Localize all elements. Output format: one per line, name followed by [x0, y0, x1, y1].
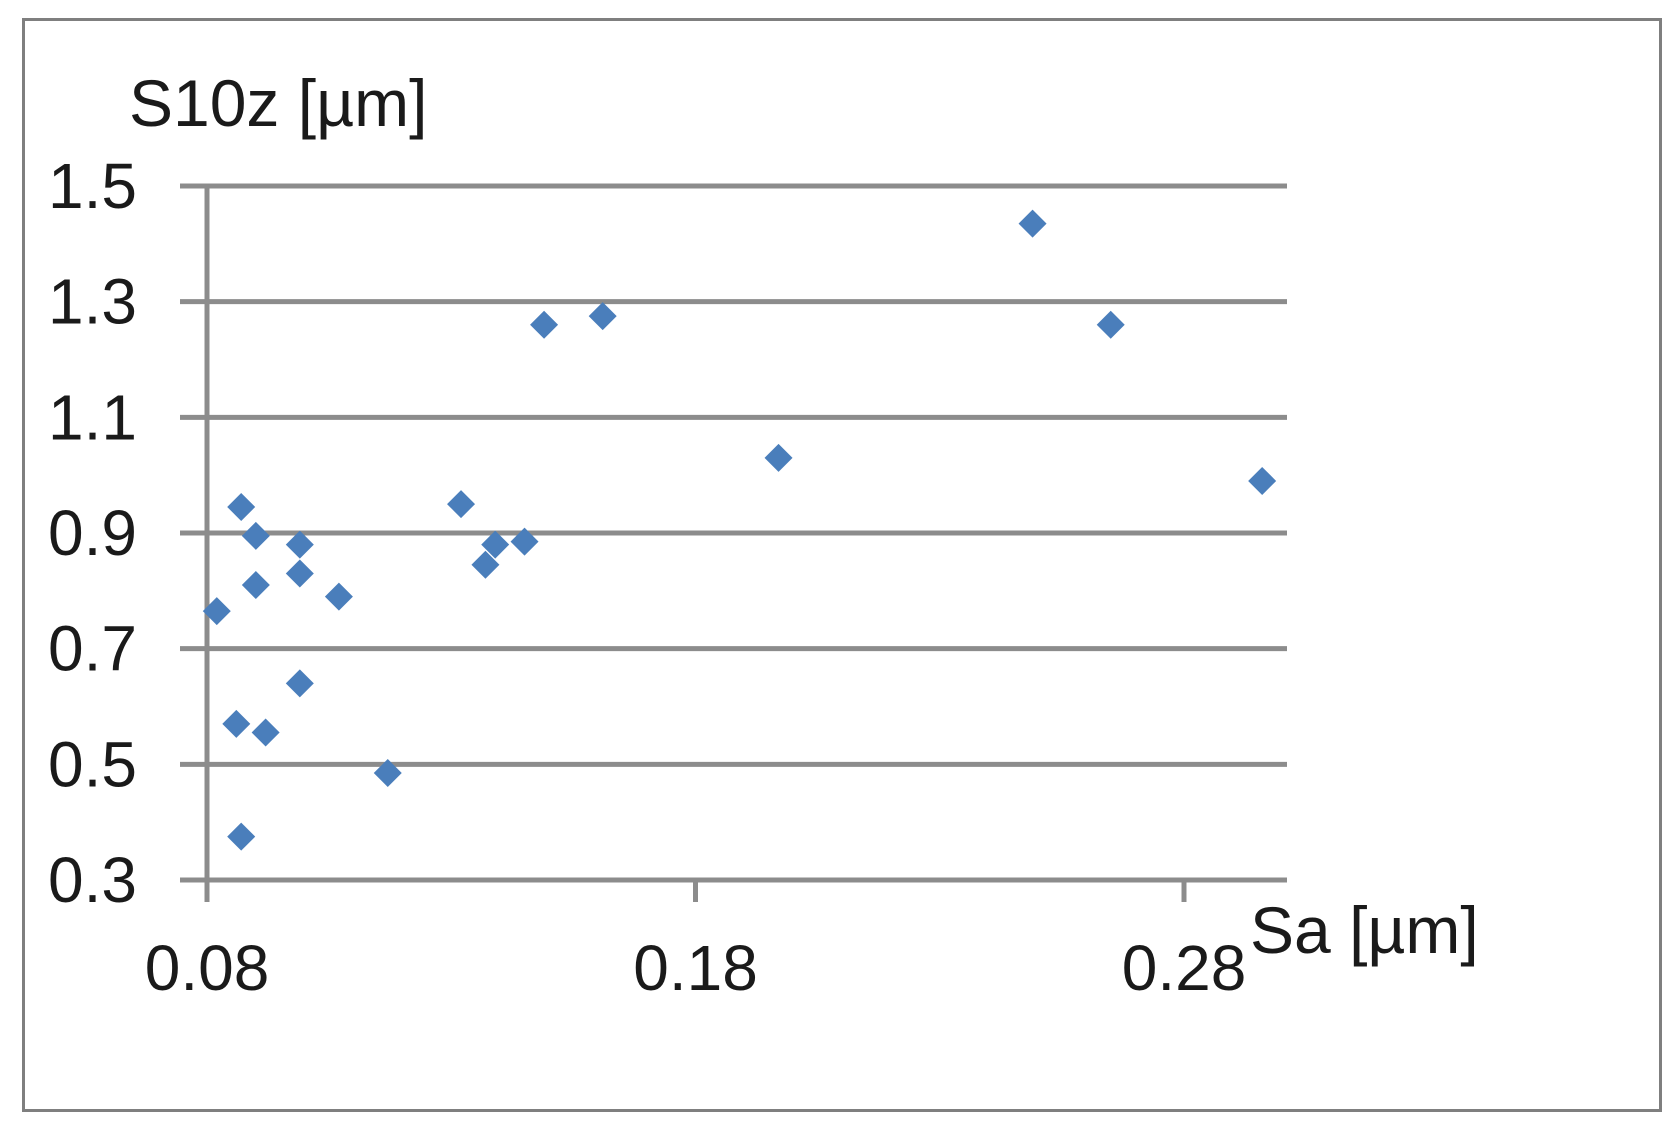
scatter-plot: 1.5 1.3 1.1 0.9 0.7 0.5 0.3 0.08 0.18 0.28 S10z … [48, 66, 1479, 1004]
y-tick-label: 0.7 [48, 613, 137, 685]
y-tick-label: 0.9 [48, 497, 137, 569]
data-point [588, 302, 617, 331]
data-point [1248, 466, 1277, 495]
data-point [447, 490, 476, 519]
data-point [764, 443, 793, 472]
x-tick-label: 0.28 [1122, 932, 1247, 1004]
data-point [510, 527, 539, 556]
data-point [285, 669, 314, 698]
data-point [373, 759, 402, 788]
data-points [202, 209, 1277, 851]
y-tick-label: 1.5 [48, 150, 137, 222]
data-point [222, 709, 251, 738]
x-tick-label: 0.18 [633, 932, 758, 1004]
data-point [324, 582, 353, 611]
data-point [202, 597, 231, 626]
x-tick-label: 0.08 [145, 932, 270, 1004]
data-point [1018, 209, 1047, 238]
data-point [530, 310, 559, 339]
chart-frame: 1.5 1.3 1.1 0.9 0.7 0.5 0.3 0.08 0.18 0.28 S10z … [22, 18, 1662, 1112]
data-point [227, 492, 256, 521]
data-point [471, 550, 500, 579]
x-axis-title: Sa [µm] [1250, 893, 1479, 967]
y-axis-title: S10z [µm] [129, 66, 427, 140]
data-point [285, 530, 314, 559]
axes [204, 186, 1187, 902]
y-tick-label: 0.3 [48, 844, 137, 916]
data-point [227, 822, 256, 851]
data-point [251, 718, 280, 747]
y-tick-label: 1.3 [48, 266, 137, 338]
data-point [481, 530, 510, 559]
y-tick-labels: 1.5 1.3 1.1 0.9 0.7 0.5 0.3 [48, 150, 137, 916]
gridlines [180, 183, 1287, 883]
x-tick-labels: 0.08 0.18 0.28 [145, 932, 1247, 1004]
data-point [241, 521, 270, 550]
data-point [241, 571, 270, 600]
y-tick-label: 1.1 [48, 381, 137, 453]
data-point [285, 559, 314, 588]
data-point [1096, 310, 1125, 339]
y-tick-label: 0.5 [48, 728, 137, 800]
